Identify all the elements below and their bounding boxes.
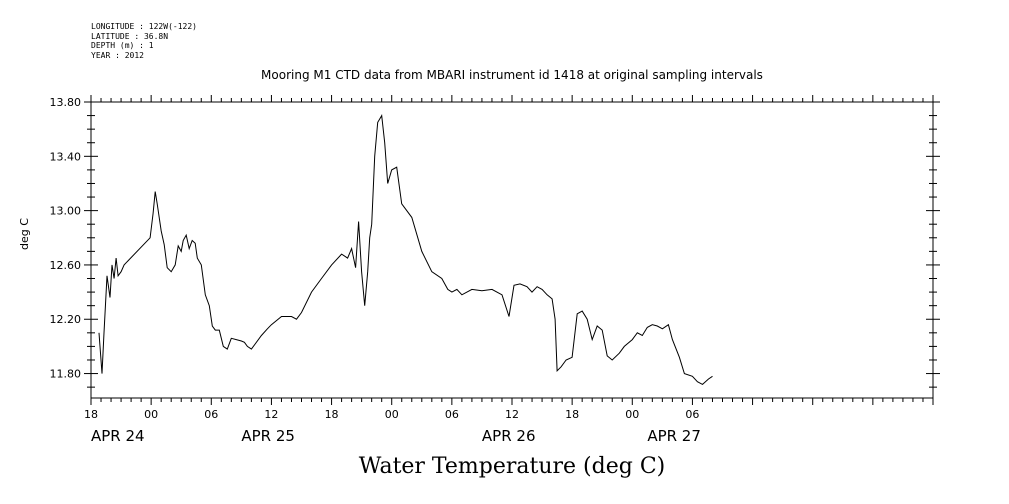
longitude-text: LONGITUDE : 122W(-122) <box>91 22 197 31</box>
y-tick-label: 11.80 <box>50 368 82 381</box>
latitude-text: LATITUDE : 36.8N <box>91 31 169 41</box>
x-tick-label: 06 <box>445 408 459 421</box>
x-tick-label: 18 <box>325 408 339 421</box>
x-tick-label: 12 <box>264 408 278 421</box>
series-line-water-temperature <box>98 114 713 386</box>
x-date-label: APR 24 <box>91 427 145 445</box>
y-tick-label: 13.80 <box>50 96 82 109</box>
plot-frame <box>90 101 934 399</box>
x-tick-label: 06 <box>685 408 699 421</box>
x-tick-label: 00 <box>625 408 639 421</box>
y-tick-label: 12.60 <box>50 259 82 272</box>
x-date-label: APR 26 <box>482 427 536 445</box>
y-tick-label: 13.00 <box>50 205 82 218</box>
x-tick-label: 00 <box>144 408 158 421</box>
y-tick-label: 12.20 <box>50 313 82 326</box>
metadata-block: LONGITUDE : 122W(-122) LATITUDE : 36.8N … <box>91 22 197 60</box>
depth-text: DEPTH (m) : 1 <box>91 41 154 50</box>
y-tick-label: 13.40 <box>50 150 82 163</box>
x-tick-label: 18 <box>565 408 579 421</box>
chart-title: Mooring M1 CTD data from MBARI instrumen… <box>261 68 763 82</box>
x-tick-label: 12 <box>505 408 519 421</box>
x-tick-label: 06 <box>204 408 218 421</box>
x-tick-label: 18 <box>84 408 98 421</box>
x-tick-label: 00 <box>385 408 399 421</box>
year-text: YEAR : 2012 <box>91 50 144 60</box>
axis-tick-labels: 11.80 12.20 12.60 13.00 13.40 13.80 18 00 06 12 18… <box>50 96 701 445</box>
axis-ticks <box>84 95 940 405</box>
x-date-label: APR 25 <box>241 427 295 445</box>
x-date-label: APR 27 <box>647 427 701 445</box>
x-axis-label: Water Temperature (deg C) <box>358 454 666 479</box>
